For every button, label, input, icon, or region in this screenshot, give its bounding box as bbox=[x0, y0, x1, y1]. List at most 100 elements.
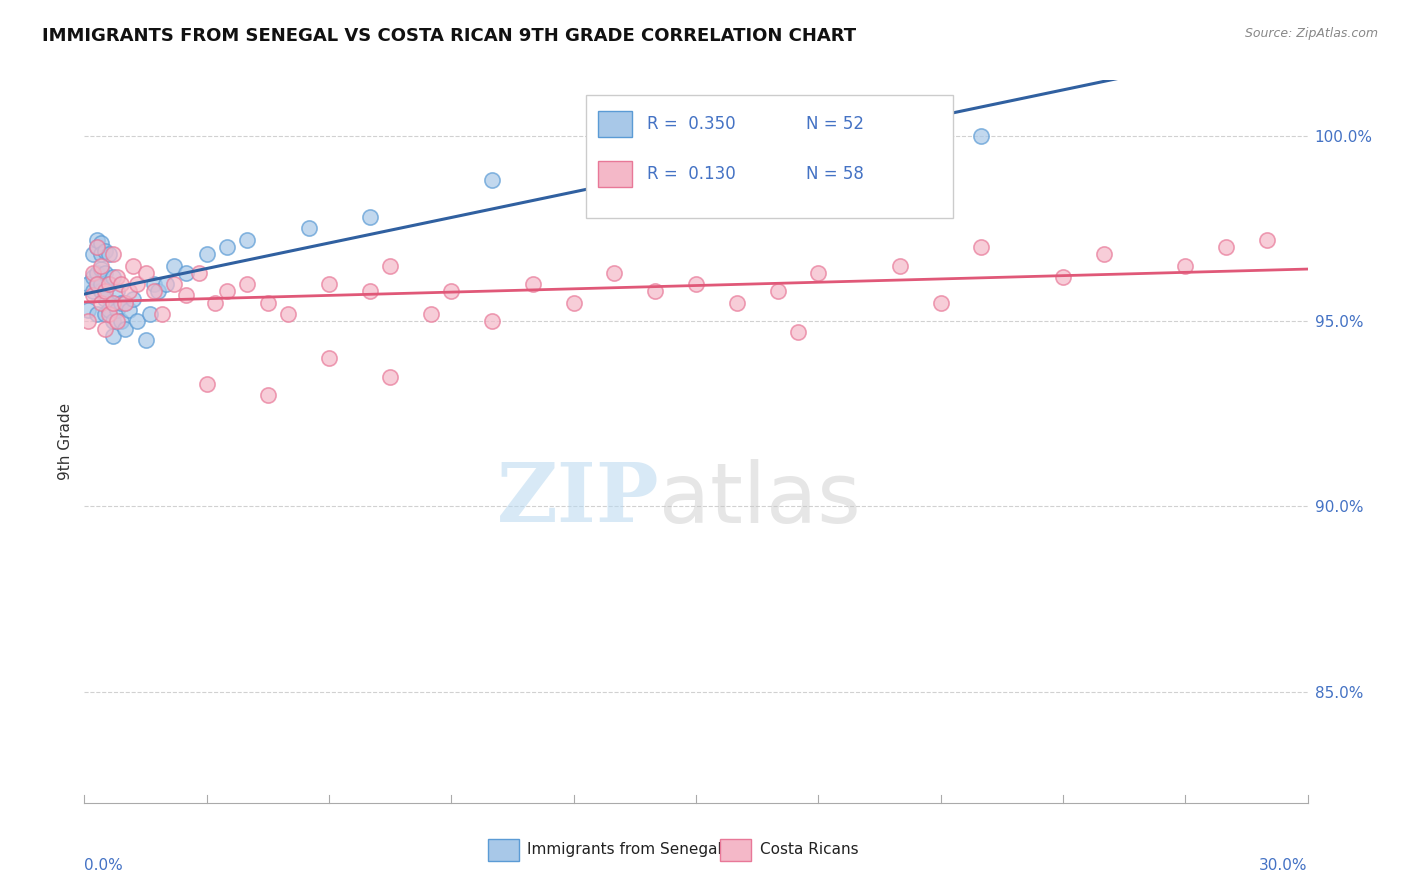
Point bbox=[82, 285, 104, 299]
Point bbox=[889, 259, 911, 273]
Point bbox=[142, 285, 165, 299]
Point bbox=[1052, 269, 1074, 284]
Point bbox=[1092, 247, 1115, 261]
Bar bbox=[720, 838, 751, 861]
Point bbox=[77, 303, 100, 318]
Point bbox=[90, 285, 112, 299]
Point bbox=[174, 288, 197, 302]
Point bbox=[163, 277, 186, 291]
Point bbox=[97, 277, 120, 291]
Point bbox=[114, 295, 136, 310]
Text: N = 52: N = 52 bbox=[806, 115, 865, 133]
Point bbox=[277, 307, 299, 321]
Point bbox=[86, 277, 108, 291]
Point bbox=[522, 277, 544, 291]
Point bbox=[90, 247, 112, 261]
Point bbox=[440, 285, 463, 299]
Point bbox=[105, 285, 128, 299]
Text: atlas: atlas bbox=[659, 458, 860, 540]
Point bbox=[97, 247, 120, 261]
Point bbox=[86, 233, 108, 247]
Point bbox=[359, 211, 381, 225]
FancyBboxPatch shape bbox=[586, 95, 953, 218]
Point bbox=[82, 247, 104, 261]
Point bbox=[93, 288, 115, 302]
Point bbox=[97, 307, 120, 321]
Text: R =  0.130: R = 0.130 bbox=[647, 165, 735, 183]
Bar bbox=[488, 838, 519, 861]
Point bbox=[105, 314, 128, 328]
Point bbox=[150, 307, 173, 321]
Point bbox=[163, 259, 186, 273]
Point bbox=[90, 259, 112, 273]
Point bbox=[93, 244, 115, 258]
Point bbox=[86, 240, 108, 254]
Point bbox=[562, 295, 585, 310]
Y-axis label: 9th Grade: 9th Grade bbox=[58, 403, 73, 480]
Point bbox=[195, 247, 218, 261]
Text: R =  0.350: R = 0.350 bbox=[647, 115, 735, 133]
Text: Source: ZipAtlas.com: Source: ZipAtlas.com bbox=[1244, 27, 1378, 40]
Point bbox=[135, 266, 157, 280]
Point bbox=[77, 277, 100, 291]
Point bbox=[603, 266, 626, 280]
Point bbox=[787, 325, 810, 339]
Text: 0.0%: 0.0% bbox=[84, 858, 124, 873]
Point bbox=[105, 303, 128, 318]
Point bbox=[101, 329, 124, 343]
Point bbox=[929, 295, 952, 310]
Point bbox=[603, 154, 626, 169]
Text: 30.0%: 30.0% bbox=[1260, 858, 1308, 873]
Bar bbox=[598, 111, 633, 136]
Point bbox=[105, 269, 128, 284]
Point bbox=[146, 285, 169, 299]
Point bbox=[135, 333, 157, 347]
Point bbox=[970, 240, 993, 254]
Point bbox=[318, 277, 340, 291]
Point bbox=[481, 314, 503, 328]
Point bbox=[644, 285, 666, 299]
Point bbox=[93, 285, 115, 299]
Point bbox=[90, 262, 112, 277]
Point bbox=[101, 247, 124, 261]
Point bbox=[82, 288, 104, 302]
Point bbox=[101, 295, 124, 310]
Point bbox=[127, 277, 149, 291]
Point bbox=[1174, 259, 1197, 273]
Point bbox=[101, 269, 124, 284]
Point bbox=[380, 369, 402, 384]
Point bbox=[101, 314, 124, 328]
Point bbox=[90, 236, 112, 251]
Point bbox=[86, 277, 108, 291]
Point bbox=[122, 259, 145, 273]
Point bbox=[90, 295, 112, 310]
Point bbox=[82, 266, 104, 280]
Point bbox=[101, 295, 124, 310]
Point bbox=[725, 295, 748, 310]
Point bbox=[807, 266, 830, 280]
Point bbox=[82, 269, 104, 284]
Point bbox=[257, 295, 280, 310]
Point bbox=[380, 259, 402, 273]
Point bbox=[318, 351, 340, 366]
Point bbox=[86, 307, 108, 321]
Text: ZIP: ZIP bbox=[496, 459, 659, 540]
Point bbox=[90, 277, 112, 291]
Point bbox=[138, 307, 160, 321]
Point bbox=[481, 173, 503, 187]
Point bbox=[127, 314, 149, 328]
Point bbox=[236, 277, 259, 291]
Point bbox=[110, 314, 132, 328]
Point bbox=[93, 307, 115, 321]
Point bbox=[118, 285, 141, 299]
Text: N = 58: N = 58 bbox=[806, 165, 863, 183]
Point bbox=[118, 303, 141, 318]
Point bbox=[93, 266, 115, 280]
Point bbox=[114, 321, 136, 335]
Point bbox=[970, 128, 993, 143]
Point bbox=[298, 221, 321, 235]
Point bbox=[86, 240, 108, 254]
Point bbox=[420, 307, 443, 321]
Point bbox=[86, 266, 108, 280]
Point bbox=[1215, 240, 1237, 254]
